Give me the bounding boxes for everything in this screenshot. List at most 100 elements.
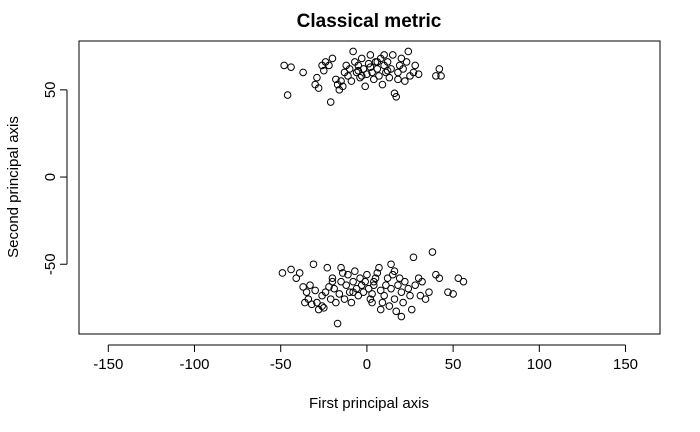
data-point [397,288,406,296]
data-point [363,70,371,78]
data-point [373,269,382,277]
data-point [378,298,387,307]
data-point [345,65,354,73]
data-point [425,288,433,296]
data-point [385,302,394,310]
data-point [368,290,376,298]
data-point [307,300,316,309]
data-point [373,58,382,66]
data-point [328,54,337,63]
data-point [320,66,328,75]
data-point [283,91,292,99]
data-point [344,72,352,80]
data-point [444,288,452,296]
y-axis: -50 0 50 [42,81,68,275]
data-point [454,274,463,282]
data-point [299,283,307,291]
data-point [349,277,357,286]
data-point [399,65,407,73]
data-point [354,291,363,300]
data-point [382,68,390,77]
data-point [387,260,395,269]
data-point [347,298,356,307]
data-point [373,65,382,73]
data-point [375,72,383,80]
x-tick-label: 150 [613,356,638,373]
data-point [345,288,354,296]
y-axis-label: Second principal axis [5,116,22,258]
data-point [428,248,437,256]
data-point [411,281,419,289]
x-tick-label: -100 [179,356,209,373]
data-point [370,277,378,286]
data-point [394,281,402,289]
data-point [333,319,342,328]
data-point [302,288,311,296]
y-tick-label: 0 [42,173,59,181]
data-point [330,284,338,293]
data-point [401,277,409,286]
data-point [349,288,357,296]
data-point [392,93,401,101]
data-point [392,307,401,316]
data-point [411,61,419,70]
data-point [388,270,397,279]
data-point [332,75,340,84]
data-point [311,286,319,295]
data-point [366,295,375,303]
data-point [370,281,378,289]
x-tick-label: 0 [363,356,371,373]
x-tick-label: 100 [527,356,552,373]
data-point [326,295,335,303]
data-point [366,51,375,59]
data-point [338,82,347,91]
data-point [361,277,369,286]
data-point [332,298,340,307]
data-point [376,305,385,314]
data-point [435,65,444,73]
data-point [402,58,411,66]
data-point [280,61,288,70]
data-point [437,72,445,80]
data-point [376,286,385,295]
data-point [397,312,406,321]
data-point [295,269,304,277]
data-point [380,51,388,59]
data-point [347,77,356,85]
data-point [287,63,295,71]
data-point [404,284,413,293]
data-point [359,65,368,73]
data-point [382,281,390,289]
data-point [318,302,326,310]
data-point [366,63,375,71]
y-tick-label: -50 [42,253,59,275]
data-point [383,66,392,75]
data-point [309,260,318,269]
data-point [356,73,364,82]
data-point [383,58,392,66]
data-point [325,61,333,70]
data-point [387,284,395,293]
data-point [301,298,309,307]
data-point [383,274,392,282]
data-point [404,47,413,56]
data-point [320,304,328,312]
data-point [359,288,368,296]
data-point [314,84,323,92]
x-tick-label: -150 [93,356,123,373]
data-point [354,66,363,75]
data-point [338,269,347,277]
data-point [418,277,426,286]
x-tick-label: 50 [445,356,462,373]
data-point [364,284,373,293]
data-point [352,68,361,77]
x-axis-label: First principal axis [309,395,429,412]
data-point [299,68,307,77]
data-point [409,68,418,77]
data-point [349,47,357,56]
data-point [354,61,363,70]
data-point [397,54,406,63]
data-point [340,295,349,303]
data-point [363,270,371,279]
